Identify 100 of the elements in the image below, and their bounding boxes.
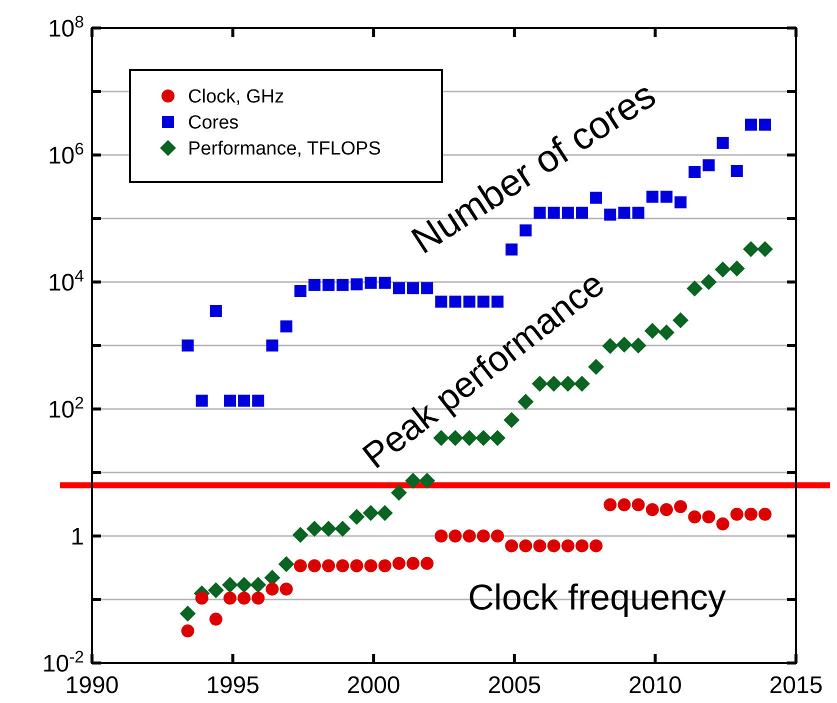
point [195, 592, 208, 605]
point [505, 539, 518, 552]
point [322, 559, 336, 572]
point [646, 503, 659, 516]
point [405, 472, 422, 489]
point [702, 159, 715, 172]
y-tick-label: 1 [70, 523, 84, 550]
x-tick-label: 2000 [346, 672, 400, 699]
point [534, 206, 546, 219]
point [461, 430, 478, 446]
y-tick-label: 10$^{6}$ [48, 138, 84, 170]
point [590, 539, 603, 552]
point [378, 559, 392, 572]
x-tick-label: 1995 [206, 672, 260, 699]
point [348, 508, 365, 525]
point [575, 539, 588, 552]
point [519, 539, 532, 552]
point [757, 241, 774, 258]
point [419, 472, 436, 489]
point [392, 556, 406, 570]
point [294, 285, 306, 298]
point [728, 260, 745, 277]
point [210, 304, 222, 317]
point [180, 606, 196, 622]
point [475, 430, 492, 446]
point [758, 508, 772, 521]
point [490, 430, 506, 446]
point [630, 338, 646, 354]
point [646, 190, 658, 203]
point [448, 530, 462, 542]
point [308, 559, 321, 572]
point [730, 164, 743, 177]
point [618, 498, 631, 512]
point [224, 394, 236, 407]
y-tick-label: 10$^{2}$ [48, 392, 84, 424]
point [390, 484, 407, 501]
point [378, 276, 391, 289]
point [320, 520, 337, 537]
point [406, 556, 420, 570]
point [604, 208, 616, 221]
point [350, 278, 363, 290]
point [590, 192, 602, 204]
point [632, 498, 645, 512]
point [252, 592, 265, 605]
point [434, 530, 448, 542]
legend-label: Clock, GHz [188, 86, 284, 108]
point [266, 582, 279, 596]
point [250, 576, 266, 593]
point [674, 196, 687, 208]
point [336, 278, 349, 291]
point [236, 576, 252, 593]
point [548, 206, 560, 219]
point [604, 498, 617, 512]
point [252, 394, 264, 407]
point [716, 136, 729, 149]
point [730, 508, 744, 521]
point [672, 312, 689, 328]
point [602, 338, 618, 354]
point [421, 282, 434, 294]
legend-label: Cores [188, 112, 239, 134]
point [280, 320, 292, 332]
x-tick-label: 2015 [769, 672, 823, 699]
x-tick-label: 2005 [488, 672, 542, 699]
point [182, 340, 194, 352]
point [462, 530, 476, 542]
point [547, 539, 560, 552]
point [209, 612, 222, 626]
point [702, 510, 716, 524]
y-tick-label: 10$^{4}$ [48, 266, 84, 296]
annotation: Clock frequency [468, 576, 726, 618]
point [376, 505, 393, 522]
point [420, 556, 434, 570]
point [222, 576, 238, 593]
point [644, 322, 660, 339]
point [266, 340, 278, 352]
point [618, 206, 630, 219]
point [447, 430, 464, 446]
point [714, 262, 731, 278]
point [362, 505, 379, 522]
point [688, 166, 701, 178]
x-tick-label: 2010 [628, 672, 682, 699]
point [688, 510, 702, 524]
point [196, 394, 208, 407]
point [392, 282, 405, 294]
point [238, 592, 251, 605]
point [674, 500, 688, 514]
point [364, 276, 377, 289]
point [716, 517, 730, 530]
point [658, 324, 674, 341]
point [686, 280, 703, 296]
point [742, 241, 759, 258]
point [660, 503, 673, 516]
point [334, 520, 351, 537]
point [744, 118, 757, 131]
point [223, 592, 236, 605]
point [533, 539, 546, 552]
point [759, 118, 772, 131]
point [278, 556, 294, 572]
point [208, 582, 224, 598]
point [616, 336, 632, 353]
